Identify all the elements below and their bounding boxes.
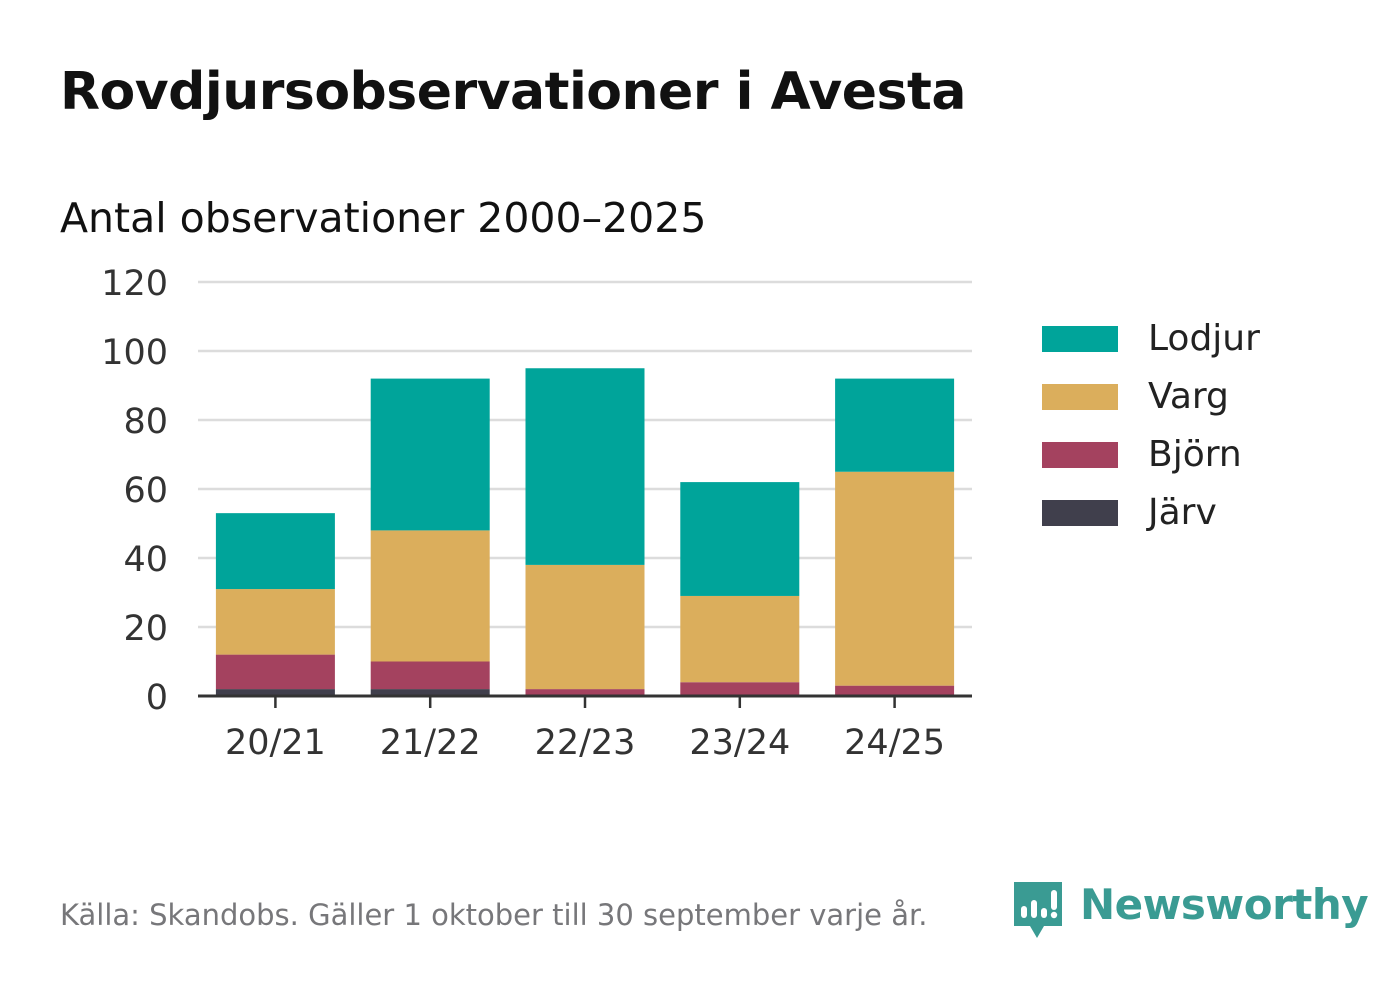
bar-segment	[215, 589, 335, 655]
legend-label: Järv	[1148, 492, 1217, 533]
bar-segment	[370, 530, 490, 662]
x-tick-label: 22/23	[535, 723, 636, 763]
bar-segment	[835, 378, 955, 472]
chart-subtitle: Antal observationer 2000–2025	[60, 194, 707, 242]
legend-swatch	[1042, 384, 1118, 410]
y-tick-label: 120	[101, 264, 168, 304]
bar-segment	[680, 682, 800, 696]
bar-segment	[525, 368, 645, 565]
legend-label: Varg	[1148, 376, 1229, 417]
bar-segment	[680, 482, 800, 596]
bar-segment	[525, 689, 645, 696]
x-tick-label: 24/25	[844, 723, 945, 763]
bar-segment	[835, 685, 955, 696]
legend-label: Lodjur	[1148, 318, 1260, 359]
x-tick-label: 21/22	[380, 723, 481, 763]
chart-title: Rovdjursobservationer i Avesta	[60, 62, 966, 122]
brand-name: Newsworthy	[1080, 880, 1369, 929]
bar-segment	[370, 689, 490, 696]
bar-segment	[835, 471, 955, 686]
x-tick-label: 20/21	[225, 723, 326, 763]
brand-logo: Newsworthy	[1010, 878, 1369, 942]
bar-segment	[215, 654, 335, 690]
y-tick-label: 0	[146, 678, 168, 718]
bar-segment	[525, 564, 645, 690]
legend-swatch	[1042, 442, 1118, 468]
bar-segment	[370, 378, 490, 531]
y-tick-label: 40	[123, 540, 168, 580]
y-tick-label: 100	[101, 333, 168, 373]
y-tick-label: 20	[123, 609, 168, 649]
y-tick-label: 80	[123, 402, 168, 442]
bar-segment	[370, 661, 490, 690]
legend-swatch	[1042, 326, 1118, 352]
y-tick-label: 60	[123, 471, 168, 511]
newsworthy-logo-icon	[1014, 882, 1062, 938]
source-note: Källa: Skandobs. Gäller 1 oktober till 3…	[60, 898, 928, 932]
legend-label: Björn	[1148, 434, 1242, 475]
x-tick-label: 23/24	[689, 723, 790, 763]
bar-segment	[215, 689, 335, 696]
bar-segment	[215, 513, 335, 590]
bar-segment	[680, 595, 800, 683]
legend-swatch	[1042, 500, 1118, 526]
